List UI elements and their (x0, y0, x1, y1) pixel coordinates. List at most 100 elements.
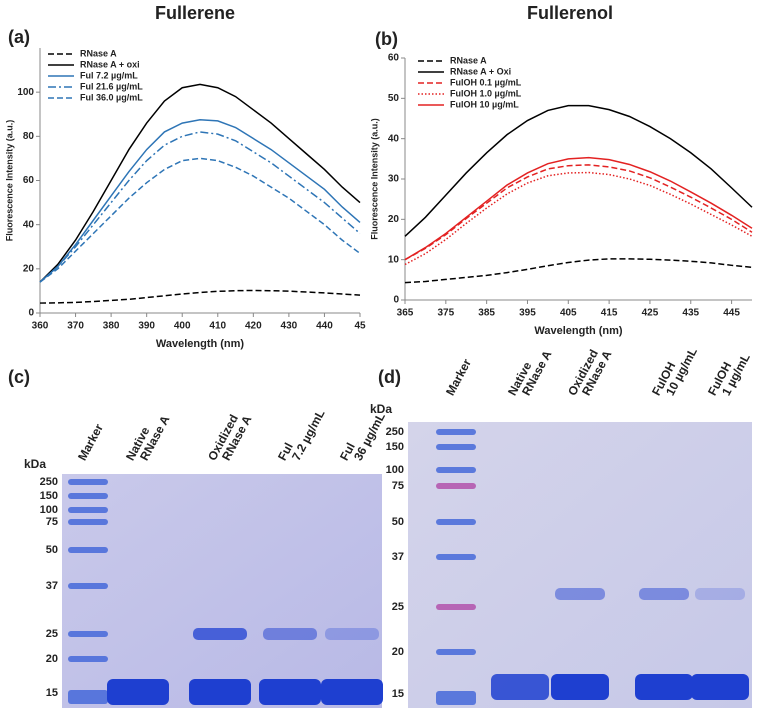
x-tick-label: 430 (281, 321, 298, 332)
panel-label: (d) (378, 367, 401, 387)
marker-label: 75 (392, 480, 404, 492)
legend-label: RNase A + Oxi (450, 66, 511, 76)
kda-label: kDa (370, 402, 392, 416)
marker-label: 37 (392, 551, 404, 563)
series-line (404, 164, 753, 261)
x-tick-label: 415 (601, 308, 618, 319)
protein-band (491, 674, 549, 700)
marker-band (436, 691, 476, 705)
x-tick-label: 370 (67, 321, 84, 332)
gel (62, 474, 382, 708)
marker-band (68, 479, 108, 485)
x-tick-label: 380 (103, 321, 120, 332)
marker-label: 25 (46, 628, 58, 640)
x-tick-label: 425 (642, 308, 659, 319)
series-line (39, 289, 361, 304)
marker-label: 20 (392, 646, 404, 658)
marker-band (68, 631, 108, 637)
panel-label: (c) (8, 367, 30, 387)
y-tick-label: 30 (388, 174, 400, 185)
marker-band (436, 604, 476, 610)
marker-label: 37 (46, 580, 58, 592)
lane-label: 36 µg/mL (351, 410, 388, 463)
x-axis-label: Wavelength (nm) (156, 338, 245, 350)
y-tick-label: 20 (388, 214, 400, 225)
legend-label: Ful 21.6 µg/mL (80, 81, 143, 91)
y-tick-label: 0 (393, 295, 399, 306)
marker-label: 150 (40, 490, 58, 502)
lane-label: Marker (75, 421, 106, 463)
legend-label: FulOH 0.1 µg/mL (450, 77, 522, 87)
protein-band (555, 588, 605, 600)
marker-band (68, 583, 108, 589)
protein-band (263, 628, 317, 640)
marker-label: 250 (40, 476, 58, 488)
x-tick-label: 375 (437, 308, 454, 319)
x-tick-label: 420 (245, 321, 262, 332)
x-tick-label: 400 (174, 321, 191, 332)
marker-label: 20 (46, 653, 58, 665)
lane-label: Marker (443, 356, 474, 398)
x-tick-label: 405 (560, 308, 577, 319)
marker-band (68, 493, 108, 499)
legend-label: Ful 7.2 µg/mL (80, 70, 138, 80)
x-tick-label: 390 (138, 321, 155, 332)
marker-band (68, 519, 108, 525)
protein-band (695, 588, 745, 600)
series-line (404, 104, 753, 237)
x-tick-label: 45 (354, 321, 366, 332)
marker-label: 150 (386, 441, 404, 453)
protein-band (259, 679, 321, 705)
y-tick-label: 80 (23, 131, 35, 142)
series-line (39, 83, 361, 283)
marker-band (68, 656, 108, 662)
protein-band (189, 679, 251, 705)
legend-label: FulOH 1.0 µg/mL (450, 88, 522, 98)
y-axis-label: Fluorescence Intensity (a.u.) (4, 120, 14, 242)
series-line (404, 258, 753, 284)
legend-label: RNase A (80, 48, 117, 58)
x-tick-label: 360 (32, 321, 49, 332)
series-line (39, 119, 361, 283)
protein-band (193, 628, 247, 640)
lane-label: 7.2 µg/mL (289, 407, 327, 463)
panel-label: (b) (375, 29, 398, 49)
y-tick-label: 60 (388, 53, 400, 64)
marker-label: 250 (386, 426, 404, 438)
marker-band (436, 429, 476, 435)
legend-label: RNase A (450, 55, 487, 65)
chart-heading: Fullerenol (527, 3, 613, 23)
marker-label: 100 (40, 504, 58, 516)
y-tick-label: 100 (17, 87, 34, 98)
marker-label: 50 (46, 544, 58, 556)
marker-band (436, 519, 476, 525)
gel (408, 422, 752, 708)
marker-band (436, 554, 476, 560)
protein-band (325, 628, 379, 640)
series-line (404, 171, 753, 266)
y-tick-label: 10 (388, 254, 400, 265)
marker-label: 100 (386, 464, 404, 476)
marker-label: 15 (392, 688, 404, 700)
protein-band (691, 674, 749, 700)
x-tick-label: 445 (723, 308, 740, 319)
protein-band (639, 588, 689, 600)
protein-band (551, 674, 609, 700)
marker-band (436, 483, 476, 489)
x-tick-label: 435 (682, 308, 699, 319)
legend-label: RNase A + oxi (80, 59, 140, 69)
y-tick-label: 40 (388, 133, 400, 144)
marker-band (436, 444, 476, 450)
marker-label: 75 (46, 516, 58, 528)
marker-label: 25 (392, 601, 404, 613)
protein-band (321, 679, 383, 705)
chart-heading: Fullerene (155, 3, 235, 23)
series-line (404, 156, 753, 261)
x-tick-label: 385 (478, 308, 495, 319)
x-tick-label: 365 (397, 308, 414, 319)
marker-band (436, 467, 476, 473)
x-tick-label: 440 (316, 321, 333, 332)
marker-band (68, 690, 108, 704)
x-tick-label: 395 (519, 308, 536, 319)
x-axis-label: Wavelength (nm) (534, 325, 623, 337)
